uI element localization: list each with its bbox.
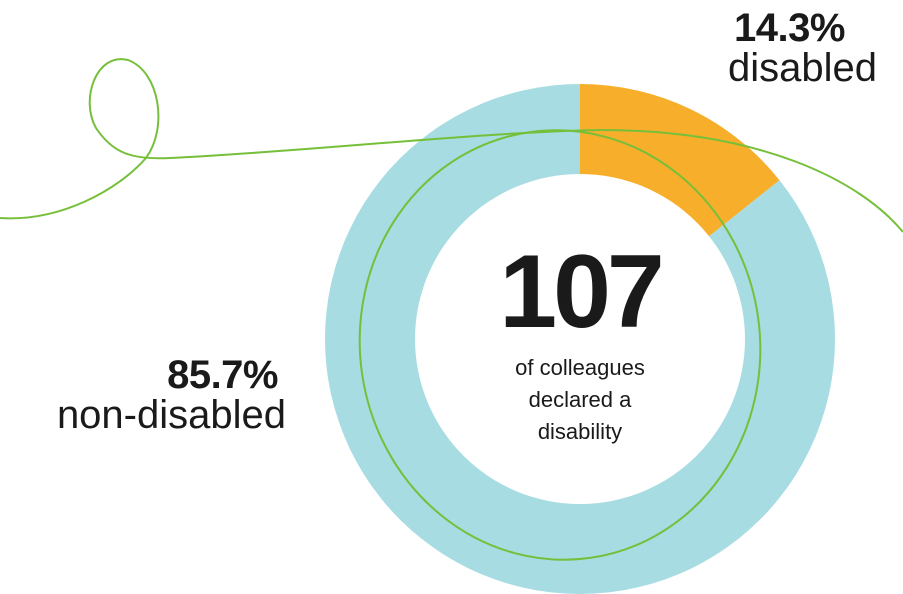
- non-disabled-label: 85.7% non-disabled: [0, 355, 286, 435]
- disabled-label: 14.3% disabled: [728, 8, 877, 88]
- donut-hole: [415, 174, 745, 504]
- non-disabled-percentage: 85.7%: [167, 353, 278, 397]
- center-number: 107: [499, 234, 665, 350]
- non-disabled-category: non-disabled: [56, 393, 286, 437]
- disabled-percentage: 14.3%: [734, 6, 845, 50]
- decorative-swirl-line: [0, 58, 903, 233]
- decorative-ring-line: [358, 129, 762, 561]
- center-caption: of colleagues declared a disability: [515, 355, 645, 444]
- disabled-category: disabled: [728, 46, 878, 90]
- donut-center-text: 107 of colleagues declared a disability: [450, 240, 710, 448]
